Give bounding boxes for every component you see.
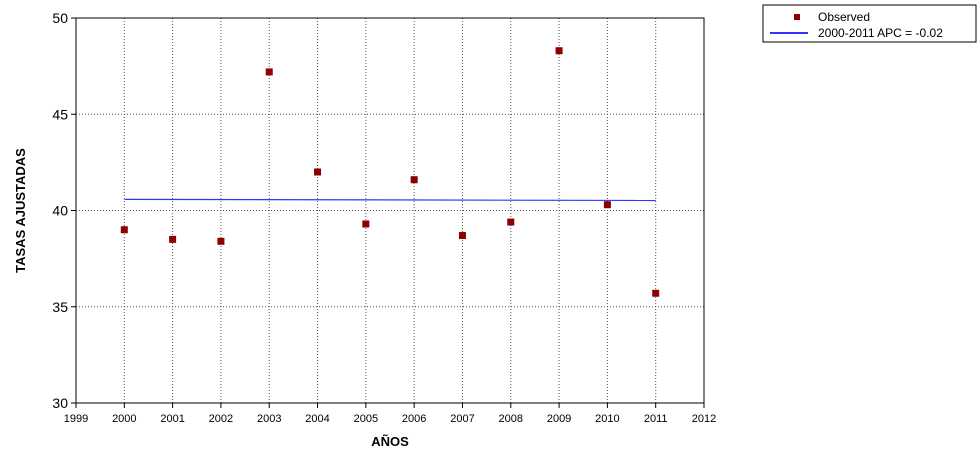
legend-marker-observed	[794, 14, 800, 20]
grid-lines	[76, 18, 704, 403]
y-axis-label: TASAS AJUSTADAS	[13, 148, 28, 273]
x-tick-label: 2011	[644, 413, 668, 425]
x-tick-label: 2006	[402, 413, 426, 425]
observed-point	[555, 47, 563, 55]
x-tick-label: 2002	[209, 413, 233, 425]
x-tick-label: 2010	[595, 413, 619, 425]
observed-point	[507, 218, 515, 226]
observed-point	[314, 168, 322, 176]
x-axis-ticks: 1999 2000 2001 2002 2003 2004 2005 2006 2007 2008…	[64, 403, 716, 425]
legend-entry-label: Observed	[818, 10, 870, 24]
trend-line	[124, 198, 656, 202]
x-tick-label: 2000	[112, 413, 136, 425]
plot-area-frame	[75, 17, 705, 404]
observed-point	[458, 232, 466, 240]
legend: Observed 2000-2011 APC = -0.02	[762, 4, 977, 43]
x-tick-label: 2004	[305, 413, 329, 425]
y-axis-ticks: 30 35 40 45 50	[52, 10, 76, 411]
x-tick-label: 2012	[692, 413, 716, 425]
observed-point	[603, 201, 611, 209]
series-layer	[120, 47, 660, 297]
x-tick-label: 2007	[450, 413, 474, 425]
y-tick-label: 35	[52, 299, 68, 315]
x-tick-label: 2008	[499, 413, 523, 425]
y-tick-label: 50	[52, 10, 68, 26]
legend-box	[762, 4, 977, 43]
legend-entry-label: 2000-2011 APC = -0.02	[818, 26, 943, 40]
y-tick-label: 30	[52, 395, 68, 411]
y-tick-label: 45	[52, 106, 68, 122]
y-tick-label: 40	[52, 203, 68, 219]
observed-point	[652, 289, 660, 297]
x-tick-label: 2003	[257, 413, 281, 425]
x-tick-label: 1999	[64, 413, 88, 425]
observed-point	[362, 220, 370, 228]
x-tick-label: 2001	[160, 413, 184, 425]
x-axis-label: AÑOS	[371, 434, 409, 449]
x-tick-label: 2005	[354, 413, 378, 425]
observed-point	[265, 68, 273, 76]
x-tick-label: 2009	[547, 413, 571, 425]
observed-point	[410, 176, 418, 184]
observed-point	[169, 235, 177, 243]
observed-point	[217, 237, 225, 245]
observed-point	[120, 226, 128, 234]
